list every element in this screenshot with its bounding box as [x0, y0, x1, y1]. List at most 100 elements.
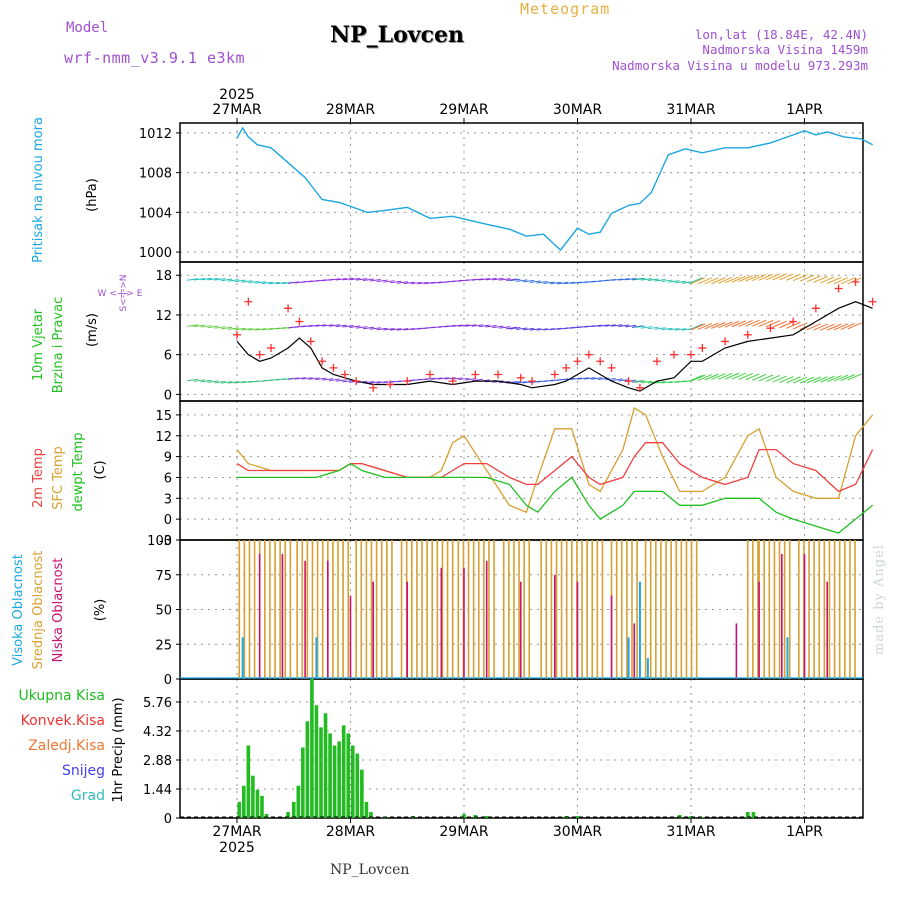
wind-arrow-0-64 — [618, 278, 630, 281]
wind-arrow-2-4 — [214, 380, 226, 384]
station-title: NP_Lovcen — [330, 22, 464, 48]
temp-title-2m: 2m Temp — [31, 448, 46, 508]
precip-bar-5 — [260, 795, 264, 818]
wind-arrow-0-53 — [543, 281, 555, 284]
cloud-title-low: Niska Oblacnost — [51, 558, 66, 663]
wind-arrow-0-81 — [724, 276, 740, 284]
ytick-label-0-1: 1004 — [139, 206, 172, 221]
wind-arrow-1-31 — [396, 328, 409, 331]
wind-arrow-1-51 — [529, 328, 541, 331]
precip-bar-7 — [286, 811, 290, 818]
wind-arrow-1-6 — [227, 327, 239, 330]
wind-arrow-2-37 — [437, 377, 449, 380]
precip-bar-20 — [346, 733, 351, 818]
ytick-label-3-2: 50 — [155, 604, 172, 619]
wind-arrow-0-33 — [410, 281, 422, 285]
ytick-label-2-1: 0 — [164, 513, 172, 528]
wind-arrow-0-49 — [516, 279, 528, 282]
wind-arrow-0-88 — [772, 273, 787, 281]
wind-gust-mark-17 — [494, 370, 503, 379]
wind-arrow-1-49 — [516, 327, 528, 331]
wind-arrow-1-48 — [509, 327, 521, 330]
wind-arrow-2-38 — [444, 377, 456, 380]
wind-arrow-1-29 — [383, 328, 395, 331]
wind-arrow-0-90 — [786, 273, 801, 281]
precip-bar-3 — [251, 775, 255, 818]
meteogram-label: Meteogram — [520, 0, 611, 18]
wind-compass-v: S<-|->N — [119, 274, 129, 311]
wind-gust-mark-12 — [386, 380, 395, 389]
wind-arrow-2-39 — [451, 377, 463, 380]
wind-arrow-0-70 — [654, 278, 666, 282]
precip-bar-13 — [314, 705, 319, 818]
wind-arrow-0-13 — [275, 281, 287, 285]
pressure-title: Pritisak na nivou mora — [31, 117, 46, 263]
wind-arrow-0-52 — [536, 281, 548, 284]
precip-bar-25 — [369, 811, 373, 818]
wind-arrow-1-67 — [634, 325, 646, 329]
wind-arrow-2-5 — [221, 381, 233, 384]
wind-gust-mark-39 — [868, 297, 877, 306]
wind-arrow-1-22 — [335, 324, 347, 328]
wind-arrow-2-98 — [840, 374, 856, 381]
precip-bar-22 — [355, 753, 360, 818]
wind-arrow-1-24 — [349, 325, 361, 329]
wind-arrow-1-99 — [847, 322, 862, 330]
wind-arrow-0-42 — [471, 278, 484, 281]
wind-arrow-0-23 — [342, 277, 354, 281]
wind-arrow-0-11 — [261, 281, 274, 285]
wind-arrow-0-45 — [492, 277, 504, 281]
wind-arrow-1-64 — [618, 324, 630, 327]
wind-arrow-0-43 — [478, 277, 490, 281]
wind-arrow-2-87 — [765, 375, 781, 382]
wind-gust-mark-6 — [306, 337, 315, 346]
ytick-label-2-5: 12 — [155, 430, 172, 445]
temp-title-dew: dewpt Temp — [71, 432, 86, 511]
wind-arrow-0-65 — [625, 277, 637, 281]
ytick-label-3-4: 100 — [147, 534, 172, 549]
precip-bar-12 — [310, 679, 314, 818]
wind-arrow-2-75 — [688, 374, 703, 382]
wind-arrow-2-84 — [745, 373, 760, 381]
wind-arrow-2-71 — [661, 381, 673, 384]
wind-arrow-0-46 — [499, 278, 511, 281]
ytick-label-1-0: 0 — [164, 388, 172, 403]
wind-arrow-2-6 — [227, 381, 239, 384]
wind-arrow-0-99 — [847, 277, 862, 285]
wind-arrow-1-28 — [376, 327, 388, 331]
wind-arrow-2-1 — [193, 379, 205, 382]
wind-arrow-2-28 — [376, 381, 388, 384]
wind-arrow-0-14 — [282, 281, 294, 285]
wind-gust-mark-20 — [550, 370, 559, 379]
temp-title-sfc: SFC Temp — [51, 446, 66, 510]
wind-arrow-0-2 — [200, 277, 212, 281]
ytick-label-0-2: 1008 — [139, 167, 172, 182]
wind-arrow-0-85 — [752, 274, 767, 282]
wind-arrow-2-2 — [200, 379, 212, 383]
wind-arrow-2-72 — [668, 380, 680, 384]
wind-gust-mark-14 — [425, 370, 434, 379]
wind-arrow-0-77 — [697, 277, 713, 285]
precip-bar-8 — [291, 801, 296, 818]
wind-gust-mark-24 — [596, 357, 605, 366]
wind-arrow-0-0 — [186, 278, 199, 281]
precip-legend-3: Snijeg — [62, 763, 105, 779]
wind-gust-mark-1 — [244, 297, 253, 306]
wind-arrow-0-54 — [550, 281, 562, 285]
wind-arrow-1-52 — [536, 328, 548, 331]
wind-gust-mark-25 — [607, 363, 616, 372]
wind-arrow-2-86 — [758, 374, 774, 382]
wind-arrow-1-94 — [813, 323, 828, 331]
wind-arrow-0-73 — [675, 280, 687, 284]
wind-arrow-1-68 — [640, 326, 653, 329]
precip-unit: 1hr Precip (mm) — [111, 697, 126, 802]
wind-arrow-2-96 — [827, 375, 842, 383]
wind-gust-mark-35 — [789, 317, 798, 326]
wind-arrow-2-21 — [328, 378, 341, 382]
ytick-label-1-3: 18 — [155, 269, 172, 284]
wind-arrow-0-97 — [833, 277, 849, 285]
wind-arrow-2-95 — [820, 375, 835, 383]
wind-arrow-2-23 — [342, 379, 354, 383]
wind-arrow-1-4 — [214, 326, 226, 329]
wind-arrow-1-42 — [471, 324, 484, 327]
